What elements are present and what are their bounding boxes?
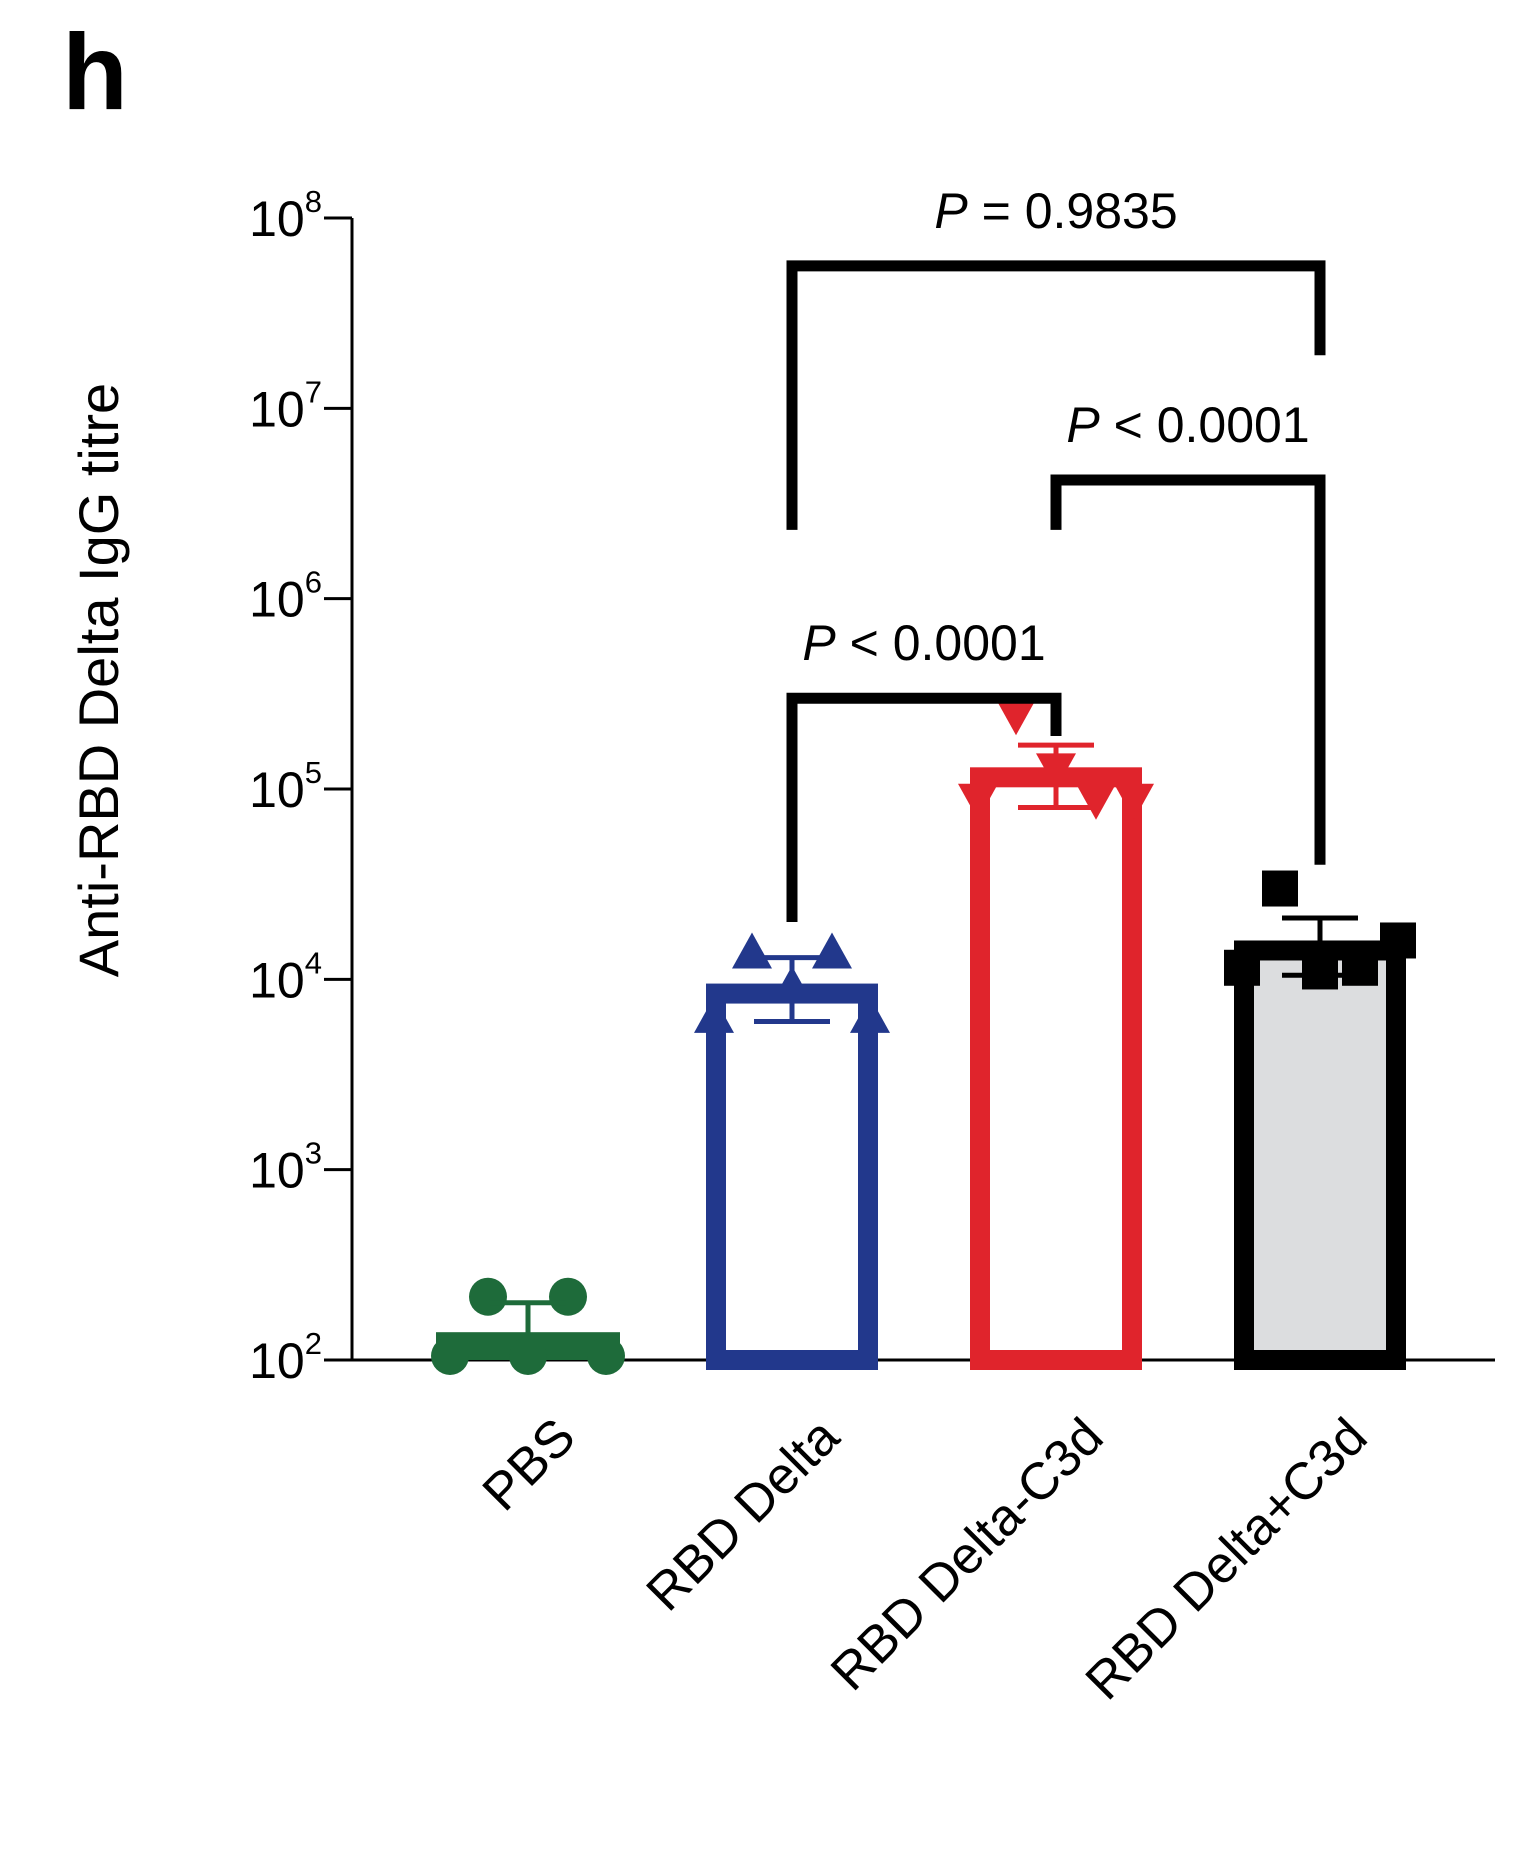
data-point: [509, 1336, 547, 1375]
y-tick-label: 105: [249, 755, 322, 818]
data-point: [1342, 949, 1378, 986]
y-tick-base: 10: [249, 381, 305, 437]
y-tick-label: 104: [249, 945, 322, 1008]
y-tick-exponent: 2: [305, 1326, 322, 1361]
y-tick-label: 106: [249, 565, 322, 628]
y-tick-label: 103: [249, 1136, 322, 1199]
y-tick-base: 10: [249, 191, 305, 247]
data-point: [469, 1277, 507, 1316]
p-symbol: P: [1066, 397, 1100, 453]
x-category-label: PBS: [472, 1407, 587, 1522]
comparison-bracket: [786, 692, 1062, 923]
y-tick-exponent: 6: [305, 565, 322, 600]
y-tick-base: 10: [249, 572, 305, 628]
comparison-bracket: [1050, 474, 1326, 865]
data-point: [996, 699, 1036, 736]
bars: [431, 699, 1416, 1375]
data-point: [850, 996, 890, 1033]
y-tick-base: 10: [249, 762, 305, 818]
y-tick-exponent: 8: [305, 184, 322, 219]
y-tick-label: 108: [249, 184, 322, 247]
data-point: [1380, 922, 1416, 959]
p-value-label: P < 0.0001: [1066, 397, 1309, 453]
data-point: [958, 783, 998, 820]
bar: [1234, 940, 1406, 1370]
p-value: = 0.9835: [968, 183, 1178, 239]
bar-group: [694, 932, 890, 1371]
p-value: < 0.0001: [1100, 397, 1310, 453]
y-tick-exponent: 7: [305, 374, 322, 409]
y-tick-exponent: 4: [305, 945, 322, 980]
y-tick-exponent: 3: [305, 1136, 322, 1171]
data-point: [549, 1277, 587, 1316]
bar: [706, 983, 878, 1371]
y-tick-base: 10: [249, 1143, 305, 1199]
data-point: [1114, 783, 1154, 820]
data-point: [587, 1336, 625, 1375]
x-category-label: RBD Delta+C3d: [1075, 1407, 1379, 1711]
y-tick-label: 107: [249, 374, 322, 437]
bar: [970, 767, 1142, 1370]
data-point: [1262, 870, 1298, 907]
bar-group: [958, 699, 1154, 1370]
y-tick-base: 10: [249, 952, 305, 1008]
data-point: [732, 932, 772, 969]
p-symbol: P: [934, 183, 968, 239]
x-category-label: RBD Delta-C3d: [820, 1407, 1114, 1701]
y-tick-base: 10: [249, 1333, 305, 1389]
p-symbol: P: [802, 615, 836, 671]
p-value-label: P = 0.9835: [934, 183, 1177, 239]
bar-group: [1224, 870, 1416, 1370]
data-point: [431, 1336, 469, 1375]
panel-label: h: [62, 11, 128, 132]
p-value: < 0.0001: [836, 615, 1046, 671]
data-point: [1076, 783, 1116, 820]
y-axis-title: Anti-RBD Delta IgG titre: [67, 383, 130, 977]
data-point: [812, 932, 852, 969]
y-tick-label: 102: [249, 1326, 322, 1389]
p-value-label: P < 0.0001: [802, 615, 1045, 671]
data-point: [694, 996, 734, 1033]
bar-group: [431, 1277, 625, 1375]
comparison-bracket: [786, 260, 1326, 530]
data-point: [1224, 949, 1260, 986]
x-category-label: RBD Delta: [636, 1407, 851, 1622]
y-tick-exponent: 5: [305, 755, 322, 790]
